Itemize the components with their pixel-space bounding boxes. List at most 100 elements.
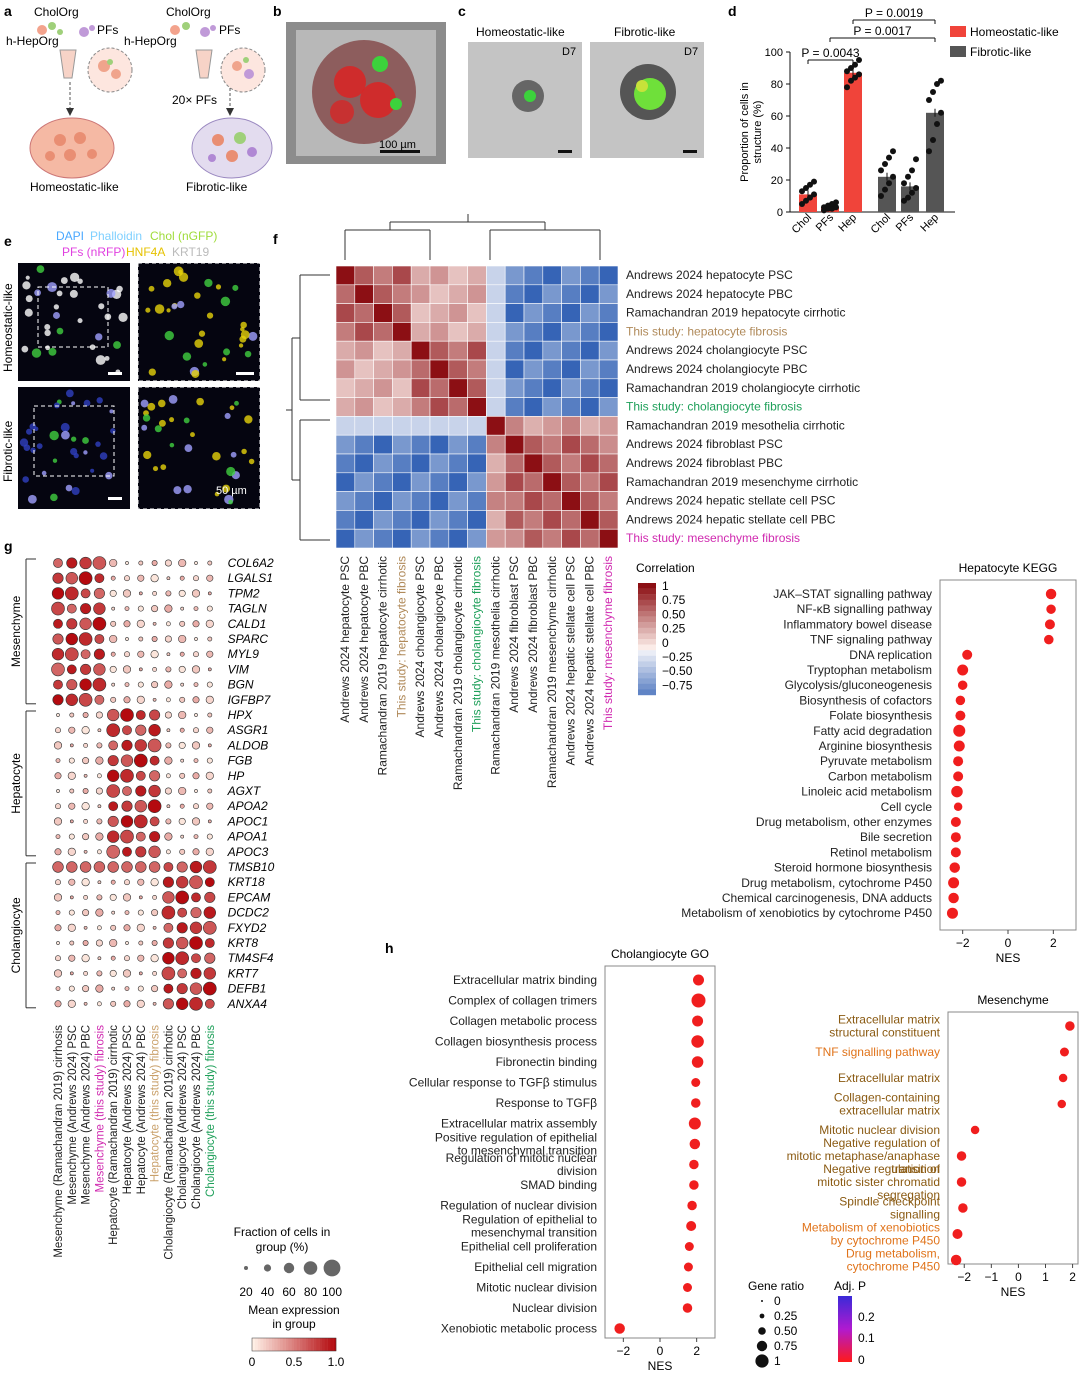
f-heatmap-cell bbox=[523, 416, 544, 436]
f-heatmap-cell bbox=[410, 322, 431, 342]
g-dot bbox=[110, 1000, 117, 1007]
g-dot bbox=[93, 648, 105, 660]
g-column-label: Hepatocyte (Andrews 2024) PSC bbox=[122, 1025, 134, 1194]
g-dot bbox=[109, 893, 117, 901]
g-dot bbox=[137, 909, 144, 916]
mesenchyme-category-label-line: Metabolism of xenobiotics bbox=[802, 1221, 940, 1235]
g-dot bbox=[107, 815, 119, 827]
e-cell bbox=[109, 409, 114, 414]
d-x-tick-label: Hep bbox=[836, 212, 859, 235]
e-cell bbox=[194, 292, 201, 299]
f-heatmap-cell bbox=[467, 491, 487, 511]
mesenchyme-category-label-line: structural constituent bbox=[829, 1026, 940, 1040]
hep-kegg-dot bbox=[950, 847, 961, 858]
e-cell bbox=[77, 318, 83, 324]
g-dot bbox=[107, 769, 120, 782]
adjp-tick-1: 0.1 bbox=[858, 1331, 875, 1345]
g-dot bbox=[109, 665, 117, 673]
g-dot bbox=[52, 572, 64, 584]
g-dot bbox=[152, 621, 157, 626]
g-dot bbox=[82, 712, 89, 718]
f-heatmap-cell bbox=[410, 434, 431, 455]
f-colorbar-step bbox=[638, 588, 656, 595]
e-cell bbox=[228, 499, 233, 505]
g-dot bbox=[189, 860, 203, 874]
g-column-label: Cholangiocyte (Andrews 2024) PBC bbox=[191, 1025, 203, 1209]
d-point bbox=[913, 185, 919, 191]
g-dot bbox=[134, 800, 147, 813]
d-point bbox=[886, 180, 892, 187]
g-dot bbox=[206, 757, 213, 764]
hep-kegg-category-label: Tryptophan metabolism bbox=[807, 663, 932, 677]
e-cell bbox=[154, 304, 165, 314]
g-dot bbox=[124, 575, 130, 582]
g-dot bbox=[108, 801, 119, 812]
f-heatmap-cell bbox=[467, 528, 487, 549]
f-col-label: Ramachandran 2019 hepatocyte cirrhotic bbox=[376, 556, 390, 775]
hep-kegg-category-label: TNF signaling pathway bbox=[810, 633, 932, 647]
g-dot bbox=[176, 997, 189, 1010]
chol-go-category-label-line: Regulation of mitotic nuclear bbox=[446, 1151, 597, 1165]
panel-letter-f: f bbox=[273, 231, 278, 247]
g-dot bbox=[97, 849, 102, 855]
f-row-label: Ramachandran 2019 mesenchyme cirrhotic bbox=[626, 475, 858, 489]
f-heatmap-cell bbox=[335, 359, 356, 380]
f-heatmap-cell bbox=[410, 453, 431, 474]
e-cell bbox=[56, 327, 64, 335]
f-heatmap-cell bbox=[448, 397, 468, 417]
g-dot bbox=[110, 879, 116, 885]
e-legend-item: Phalloidin bbox=[90, 229, 142, 243]
e-cell bbox=[154, 425, 162, 433]
e-cell bbox=[204, 278, 213, 288]
mesenchyme-category-label: TNF signalling pathway bbox=[815, 1045, 940, 1059]
g-dot bbox=[66, 679, 78, 691]
e-cell bbox=[53, 402, 60, 409]
g-color-legend-tick: 0 bbox=[249, 1355, 256, 1369]
g-dot bbox=[82, 909, 90, 917]
g-dot bbox=[56, 789, 60, 793]
g-dot bbox=[97, 880, 102, 885]
f-heatmap-cell bbox=[410, 491, 431, 511]
g-dot bbox=[122, 893, 132, 902]
d-y-tick-label: 60 bbox=[771, 111, 783, 123]
e-cell bbox=[22, 281, 31, 290]
f-col-label: Andrews 2024 hepatocyte PBC bbox=[357, 556, 371, 723]
chol-go-category-label: Fibronectin binding bbox=[496, 1055, 597, 1069]
g-dot bbox=[54, 772, 62, 780]
d-ylabel-line: structure (%) bbox=[752, 101, 764, 164]
f-heatmap-cell bbox=[354, 453, 374, 474]
e-cell bbox=[36, 265, 45, 273]
e-cell bbox=[182, 352, 192, 361]
g-color-legend-step bbox=[308, 1338, 311, 1351]
g-dot bbox=[56, 713, 60, 717]
g-group-label: Mesenchyme bbox=[9, 595, 23, 667]
d-point bbox=[882, 186, 888, 193]
e-cell bbox=[26, 428, 33, 435]
g-color-legend-step bbox=[285, 1338, 289, 1351]
f-heatmap-cell bbox=[448, 322, 468, 342]
g-dot bbox=[192, 848, 200, 856]
g-dot bbox=[149, 755, 160, 766]
g-dot bbox=[135, 724, 147, 736]
g-gene-label: HP bbox=[228, 769, 245, 783]
g-dot bbox=[124, 955, 130, 962]
f-heatmap-cell bbox=[467, 397, 487, 417]
f-heatmap-cell bbox=[410, 378, 431, 398]
g-color-legend-step bbox=[266, 1338, 269, 1351]
chol-go-x-tick-label: −2 bbox=[616, 1344, 630, 1358]
g-dot bbox=[65, 572, 78, 585]
panel-a-schematic: CholOrg h-HepOrg PFs Homeostatic-like Ch… bbox=[6, 5, 273, 194]
f-colorbar-step bbox=[638, 605, 656, 612]
chol-go-dot bbox=[689, 1159, 699, 1170]
g-dot bbox=[163, 862, 174, 872]
e-cell bbox=[162, 279, 172, 288]
f-heatmap-cell bbox=[523, 303, 544, 323]
g-dot bbox=[123, 1000, 131, 1008]
f-heatmap-cell bbox=[542, 434, 562, 455]
g-dot bbox=[189, 982, 203, 995]
g-dot bbox=[68, 954, 76, 962]
g-dot bbox=[52, 694, 64, 706]
g-gene-label: DCDC2 bbox=[228, 906, 270, 920]
g-dot bbox=[138, 591, 143, 596]
e-cell bbox=[198, 330, 206, 337]
